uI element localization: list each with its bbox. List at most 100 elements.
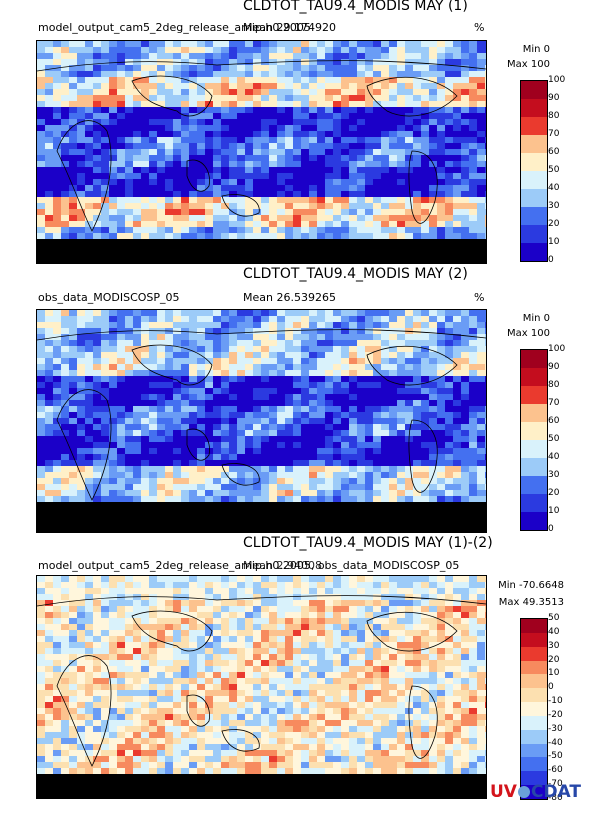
- map-cell: [277, 606, 285, 612]
- map-cell: [85, 65, 93, 71]
- map-cell: [61, 143, 69, 149]
- map-cell: [341, 418, 349, 424]
- map-cell: [413, 167, 421, 173]
- map-cell: [125, 340, 133, 346]
- map-cell: [141, 418, 149, 424]
- map-cell: [301, 47, 309, 53]
- map-cell: [453, 436, 461, 442]
- map-cell: [397, 119, 405, 125]
- map-cell: [45, 388, 53, 394]
- map-cell: [37, 125, 45, 131]
- map-cell: [213, 382, 221, 388]
- map-cell: [173, 53, 181, 59]
- map-cell: [349, 143, 357, 149]
- map-cell: [61, 388, 69, 394]
- map-cell: [189, 334, 197, 340]
- map-cell: [109, 322, 117, 328]
- map-cell: [165, 185, 173, 191]
- map-cell: [213, 191, 221, 197]
- map-cell: [253, 472, 261, 478]
- map-cell: [133, 454, 141, 460]
- map-cell: [213, 59, 221, 65]
- map-cell: [141, 442, 149, 448]
- map-cell: [413, 101, 421, 107]
- map-cell: [109, 454, 117, 460]
- map-cell: [389, 624, 397, 630]
- map-cell: [357, 612, 365, 618]
- map-cell: [325, 412, 333, 418]
- map-cell: [229, 191, 237, 197]
- map-cell: [301, 472, 309, 478]
- map-cell: [437, 490, 445, 496]
- map-cell: [165, 472, 173, 478]
- map-cell: [341, 316, 349, 322]
- map-cell: [381, 131, 389, 137]
- map-cell: [117, 600, 125, 606]
- map-cell: [125, 155, 133, 161]
- map-cell: [253, 233, 261, 239]
- map-cell: [453, 119, 461, 125]
- map-cell: [93, 131, 101, 137]
- map-cell: [117, 376, 125, 382]
- map-cell: [469, 454, 477, 460]
- map-cell: [325, 107, 333, 113]
- map-cell: [301, 203, 309, 209]
- map-cell: [117, 71, 125, 77]
- map-cell: [85, 376, 93, 382]
- map-cell: [125, 454, 133, 460]
- map-cell: [317, 594, 325, 600]
- map-cell: [133, 406, 141, 412]
- map-cell: [109, 358, 117, 364]
- map-cell: [213, 400, 221, 406]
- map-cell: [261, 388, 269, 394]
- map-cell: [333, 161, 341, 167]
- map-cell: [469, 167, 477, 173]
- map-cell: [445, 418, 453, 424]
- map-cell: [469, 340, 477, 346]
- map-cell: [341, 215, 349, 221]
- map-cell: [413, 155, 421, 161]
- map-cell: [213, 588, 221, 594]
- map-cell: [149, 119, 157, 125]
- map-cell: [173, 400, 181, 406]
- map-cell: [421, 233, 429, 239]
- map-cell: [93, 41, 101, 47]
- map-cell: [349, 358, 357, 364]
- map-cell: [397, 624, 405, 630]
- map-cell: [45, 101, 53, 107]
- map-cell: [389, 576, 397, 582]
- map-cell: [157, 143, 165, 149]
- map-cell: [253, 215, 261, 221]
- map-cell: [141, 582, 149, 588]
- map-cell: [461, 400, 469, 406]
- map-cell: [477, 484, 485, 490]
- map-cell: [205, 424, 213, 430]
- map-cell: [413, 131, 421, 137]
- map-cell: [437, 466, 445, 472]
- map-cell: [133, 382, 141, 388]
- map-cell: [237, 197, 245, 203]
- map-cell: [245, 107, 253, 113]
- map-cell: [237, 496, 245, 502]
- map-cell: [253, 606, 261, 612]
- map-cell: [293, 454, 301, 460]
- map-cell: [101, 95, 109, 101]
- map-cell: [317, 203, 325, 209]
- map-cell: [133, 642, 141, 648]
- map-cell: [117, 466, 125, 472]
- map-cell: [189, 352, 197, 358]
- map-cell: [237, 191, 245, 197]
- map-cell: [133, 460, 141, 466]
- map-cell: [261, 101, 269, 107]
- map-cell: [189, 418, 197, 424]
- map-cell: [317, 394, 325, 400]
- map-cell: [181, 624, 189, 630]
- map-cell: [301, 576, 309, 582]
- map-cell: [301, 179, 309, 185]
- map-cell: [109, 227, 117, 233]
- map-cell: [389, 370, 397, 376]
- map-cell: [237, 53, 245, 59]
- map-cell: [197, 496, 205, 502]
- map-cell: [165, 155, 173, 161]
- map-cell: [357, 466, 365, 472]
